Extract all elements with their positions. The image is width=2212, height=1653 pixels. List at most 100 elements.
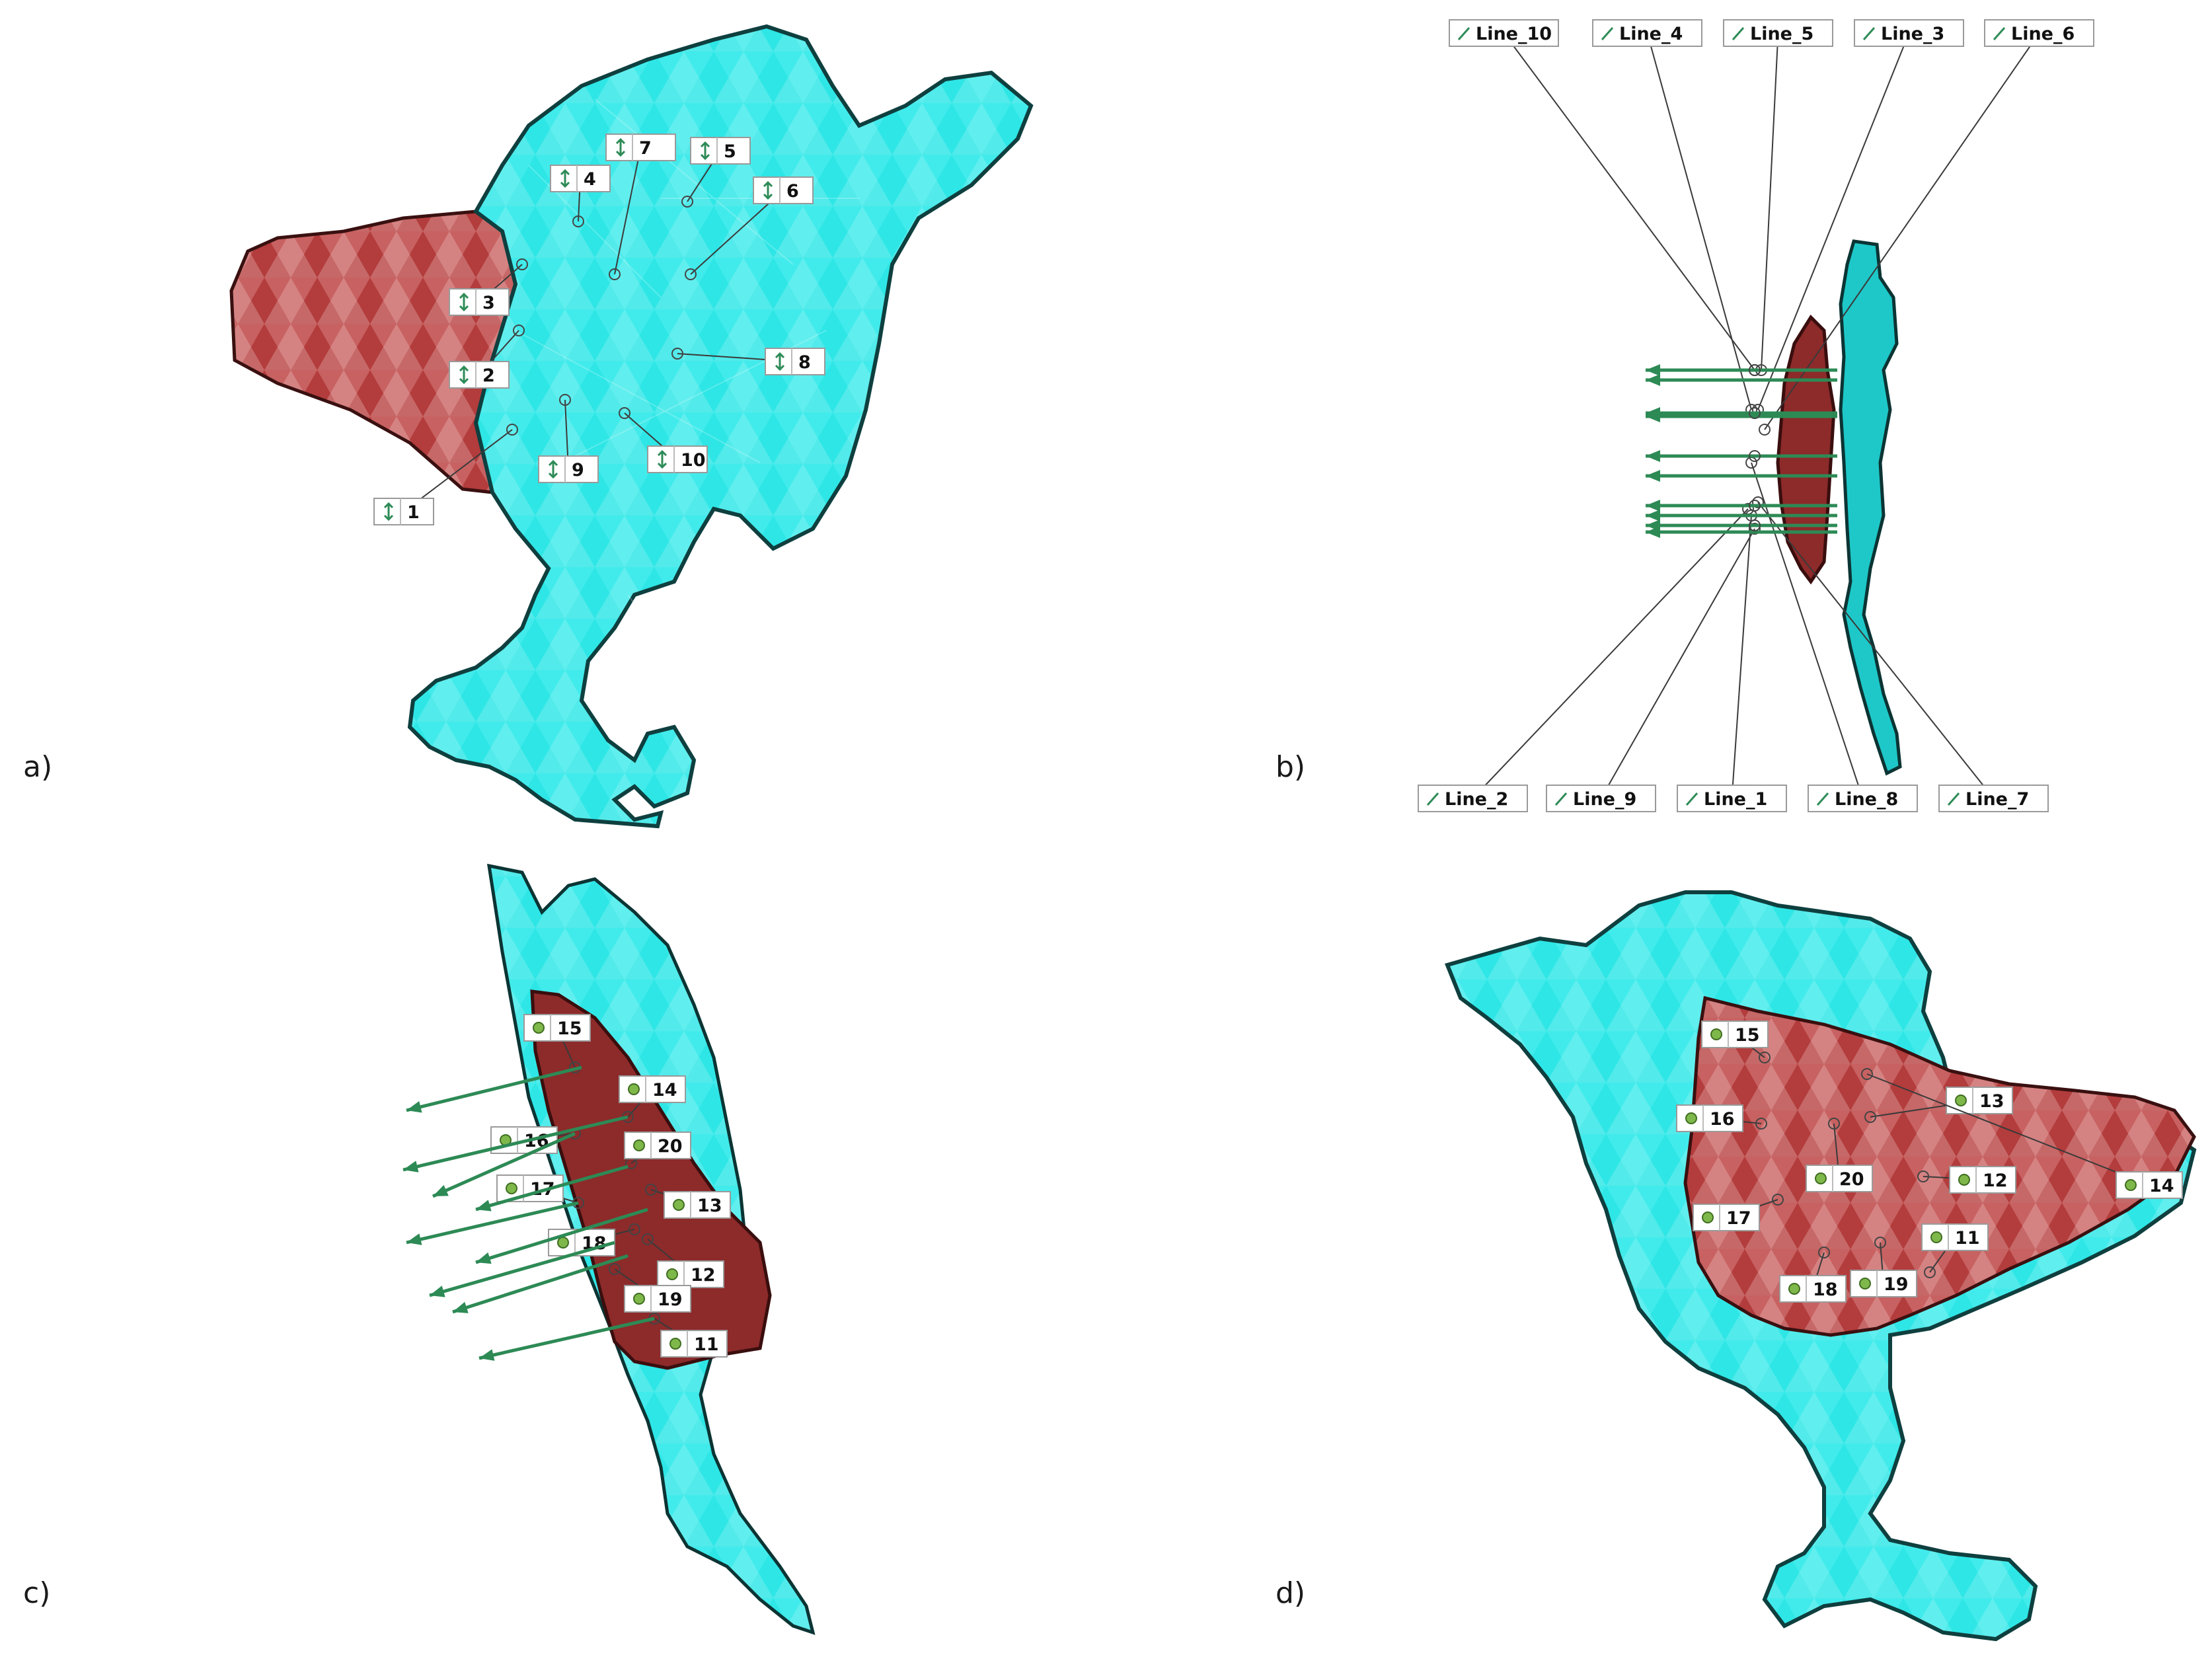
distance-icon <box>775 352 785 371</box>
callout-tag: 13 <box>645 1184 731 1219</box>
anchor-point <box>1864 1111 1876 1123</box>
anchor-point <box>645 1184 657 1196</box>
callout-box <box>605 134 676 161</box>
anchor-point <box>1818 1247 1830 1258</box>
line-icon <box>1457 27 1470 40</box>
anchor-point <box>1749 364 1761 376</box>
callout-tag: Line_5 <box>1723 19 1833 376</box>
callout-label: Line_7 <box>1965 789 2029 810</box>
callout-box <box>1808 785 1918 812</box>
callout-label: 19 <box>658 1289 683 1310</box>
anchor-point <box>681 196 693 208</box>
point-icon <box>1815 1172 1827 1184</box>
callout-label: 13 <box>697 1196 722 1216</box>
anchor-point <box>1759 424 1771 436</box>
callout-tag: 20 <box>1806 1118 1873 1192</box>
anchor-point <box>671 348 683 360</box>
normal-arrow <box>1646 510 1837 521</box>
callout-box <box>1701 1020 1769 1048</box>
callout-label: 15 <box>1735 1025 1760 1046</box>
callout-label: Line_4 <box>1619 24 1683 44</box>
callout-label: 9 <box>572 460 584 481</box>
callout-label: Line_10 <box>1476 24 1552 44</box>
leader-line <box>1757 502 1995 799</box>
line-icon <box>1993 27 2006 40</box>
anchor-point <box>642 1233 654 1245</box>
callout-box <box>449 288 510 316</box>
callout-tag: Line_6 <box>1759 19 2094 436</box>
anchor-point <box>1749 407 1761 419</box>
anchor-point <box>609 268 621 280</box>
anchor-point <box>1759 1052 1771 1063</box>
point-icon <box>633 1293 645 1305</box>
anchor-point <box>1924 1266 1936 1278</box>
leader-line <box>1472 508 1749 799</box>
anchor-point <box>1828 1118 1840 1130</box>
point-icon <box>557 1237 569 1249</box>
callout-label: 5 <box>724 141 736 162</box>
leader-line <box>1757 32 1910 410</box>
anchor-point <box>1749 450 1761 462</box>
normal-arrow <box>1646 526 1837 538</box>
normal-arrow <box>1646 374 1837 386</box>
line-icon <box>1862 27 1876 40</box>
callout-tag: 2 <box>449 325 525 389</box>
callout-label: 14 <box>652 1080 677 1100</box>
normal-arrow <box>475 1165 629 1211</box>
normal-arrow <box>406 1065 582 1113</box>
normal-arrow <box>402 1115 629 1172</box>
line-icon <box>1554 792 1568 806</box>
anchor-point <box>572 215 584 227</box>
point-icon <box>673 1199 685 1211</box>
distance-icon <box>548 459 558 479</box>
callout-label: 6 <box>786 181 799 202</box>
line-icon <box>1816 792 1829 806</box>
leader-line <box>1761 32 1779 371</box>
panel-b: b) <box>1276 239 1902 784</box>
anchor-point <box>1749 500 1761 512</box>
callout-label: 11 <box>694 1334 719 1355</box>
callout-box <box>449 361 510 389</box>
callout-tag: 3 <box>449 258 528 316</box>
anchor-point <box>559 394 571 406</box>
callout-box <box>1938 785 2049 812</box>
leader-line <box>690 190 784 275</box>
callout-box <box>538 455 599 483</box>
callout-tag: 11 <box>1921 1223 1989 1278</box>
callout-box <box>753 176 814 204</box>
leader-line <box>1764 32 2040 430</box>
point-icon <box>628 1083 640 1095</box>
callout-box <box>765 348 825 375</box>
panel-letter: b) <box>1276 750 1305 784</box>
leader-line <box>1866 1073 2150 1186</box>
distance-icon <box>763 180 773 200</box>
callout-tag: 14 <box>619 1075 686 1123</box>
callout-box <box>550 165 611 192</box>
point-icon <box>1958 1174 1970 1186</box>
target-mesh-rear <box>1683 995 2196 1337</box>
point-icon <box>669 1338 681 1350</box>
point-icon <box>1859 1278 1871 1289</box>
callout-box <box>690 137 751 165</box>
normal-arrow <box>432 1132 576 1198</box>
distance-icon <box>459 365 469 385</box>
callout-label: 14 <box>2149 1176 2174 1196</box>
point-icon <box>1702 1211 1714 1223</box>
point-icon <box>1955 1095 1967 1106</box>
point-icon <box>506 1182 517 1194</box>
callout-label: 2 <box>482 365 495 386</box>
callout-box <box>373 498 434 525</box>
normal-arrow <box>1646 500 1837 512</box>
callout-tag: 12 <box>642 1233 724 1288</box>
normal-arrow <box>429 1241 615 1297</box>
leader-line <box>614 147 642 275</box>
callout-box <box>1677 785 1787 812</box>
callout-label: Line_1 <box>1704 789 1767 810</box>
callout-box <box>1418 785 1528 812</box>
anchor-point <box>1752 496 1764 508</box>
callout-tag: 4 <box>550 165 611 227</box>
callout-tag: Line_10 <box>1449 19 1761 376</box>
callout-label: 13 <box>1979 1091 2004 1112</box>
